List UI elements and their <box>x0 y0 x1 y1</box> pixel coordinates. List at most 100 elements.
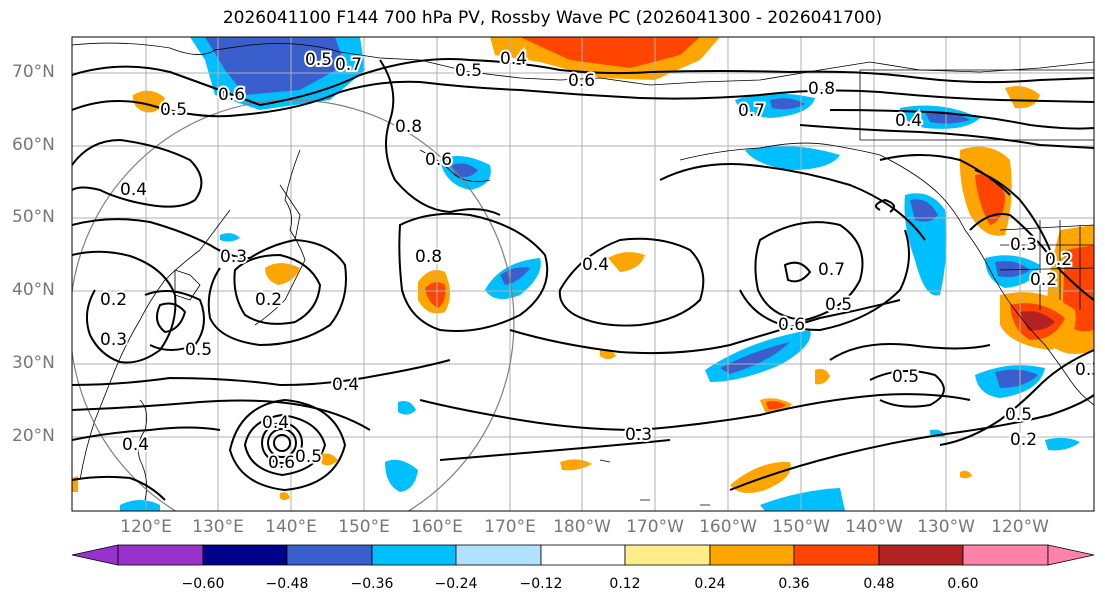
anomaly-positive <box>280 492 290 500</box>
lat-label-40n: 40°N <box>12 280 55 300</box>
lon-label: 170°W <box>626 517 684 537</box>
anomaly-positive <box>320 453 338 466</box>
contour-label: 0.3 <box>1075 360 1102 380</box>
colorbar-segment <box>709 544 795 566</box>
lon-label: 130°E <box>192 517 244 537</box>
colorbar-segment <box>962 544 1049 566</box>
contour-label: 0.6 <box>778 315 805 335</box>
anomaly-negative <box>760 488 845 511</box>
anomaly-negative <box>925 111 970 124</box>
contour-label: 0.5 <box>185 340 212 360</box>
anomaly-negative <box>720 342 790 374</box>
contour-label: 0.3 <box>625 425 652 445</box>
colorbar-extend-high <box>1047 544 1095 566</box>
lon-label: 120°E <box>120 517 172 537</box>
contour-label: 0.5 <box>825 295 852 315</box>
contour-label: 0.3 <box>1010 235 1037 255</box>
anomaly-positive <box>425 282 446 308</box>
colorbar-tick: 0.60 <box>947 576 979 592</box>
contour-label: 0.4 <box>262 413 289 433</box>
colorbar-tick: −0.48 <box>265 576 309 592</box>
colorbar-segment <box>793 544 880 566</box>
lon-label: 120°W <box>991 517 1049 537</box>
contour-label: 0.4 <box>120 180 147 200</box>
lon-label: 170°E <box>484 517 536 537</box>
contour-label: 0.6 <box>218 85 245 105</box>
anomaly-positive <box>975 174 1005 225</box>
contour-label: 0.4 <box>895 111 922 131</box>
map-frame <box>71 36 1095 512</box>
lat-label-30n: 30°N <box>12 353 55 373</box>
colorbar-tick: −0.60 <box>181 576 225 592</box>
contour-label: 0.6 <box>425 150 452 170</box>
contour-label: 0.5 <box>295 447 322 467</box>
anomaly-negative <box>1045 437 1080 451</box>
colorbar-extend-low <box>71 544 119 566</box>
anomaly-negative <box>398 401 416 415</box>
anomaly-positive <box>815 368 830 385</box>
contour-label: 0.6 <box>568 71 595 91</box>
contour-label: 0.2 <box>100 290 127 310</box>
anomaly-positive <box>560 459 592 471</box>
anomaly-negative <box>745 146 840 170</box>
coastlines <box>72 42 1094 506</box>
contour-label: 0.6 <box>268 453 295 473</box>
contour-label: 0.3 <box>100 330 127 350</box>
colorbar-segment <box>624 544 711 566</box>
colorbar <box>71 544 1095 566</box>
reference-circle <box>72 99 515 511</box>
contour-label: 0.7 <box>818 260 845 280</box>
lat-label-60n: 60°N <box>12 135 55 155</box>
contour-label: 0.2 <box>1010 430 1037 450</box>
lat-label-20n: 20°N <box>12 426 55 446</box>
contour-label: 0.5 <box>305 50 332 70</box>
contour-label: 0.7 <box>335 55 362 75</box>
anomaly-positive <box>960 470 972 479</box>
contour-label: 0.4 <box>122 435 149 455</box>
lon-label: 150°E <box>338 517 390 537</box>
anomaly-negative <box>205 37 345 95</box>
colorbar-segment <box>202 544 288 566</box>
anomaly-positive <box>730 461 791 494</box>
contour-label: 0.8 <box>415 247 442 267</box>
contour-label: 0.5 <box>1005 405 1032 425</box>
lon-label: 140°W <box>845 517 903 537</box>
contour-label: 0.3 <box>220 247 247 267</box>
map-title: 2026041100 F144 700 hPa PV, Rossby Wave … <box>222 8 883 28</box>
colorbar-tick: −0.24 <box>434 576 478 592</box>
colorbar-tick: 0.36 <box>778 576 810 592</box>
anomaly-negative <box>770 98 805 110</box>
colorbar-segment <box>286 544 373 566</box>
anomaly-negative <box>995 261 1030 278</box>
colorbar-tick: 0.12 <box>609 576 641 592</box>
colorbar-segment <box>878 544 964 566</box>
colorbar-segment <box>371 544 457 566</box>
anomaly-positive <box>265 263 300 285</box>
anomaly-positive <box>1020 311 1055 331</box>
contour-label: 0.4 <box>500 49 527 69</box>
anomaly-negative <box>500 267 530 285</box>
anomaly-negative <box>120 500 160 511</box>
lon-label: 160°E <box>411 517 463 537</box>
colorbar-segment <box>540 544 626 566</box>
contour-label: 0.8 <box>808 79 835 99</box>
colorbar-tick: −0.12 <box>519 576 563 592</box>
anomaly-negative <box>220 233 240 242</box>
lon-label: 160°W <box>699 517 757 537</box>
lon-label: 180°W <box>553 517 611 537</box>
pv-anomaly-shading <box>72 37 1094 511</box>
contour-label: 0.4 <box>332 375 359 395</box>
contour-label: 0.5 <box>455 61 482 81</box>
colorbar-segment <box>455 544 542 566</box>
contour-label: 0.4 <box>582 255 609 275</box>
lat-label-50n: 50°N <box>12 207 55 227</box>
anomaly-negative <box>385 459 418 492</box>
pv-contours <box>72 58 1094 501</box>
contour-label: 0.2 <box>1045 250 1072 270</box>
map-plot-area: 0.4 0.5 0.6 0.7 0.8 0.6 0.5 0.8 0.6 0.4 … <box>72 37 1102 511</box>
anomaly-negative <box>910 199 938 222</box>
anomaly-positive <box>608 252 645 272</box>
contour-label: 0.5 <box>892 367 919 387</box>
lat-label-70n: 70°N <box>12 62 55 82</box>
